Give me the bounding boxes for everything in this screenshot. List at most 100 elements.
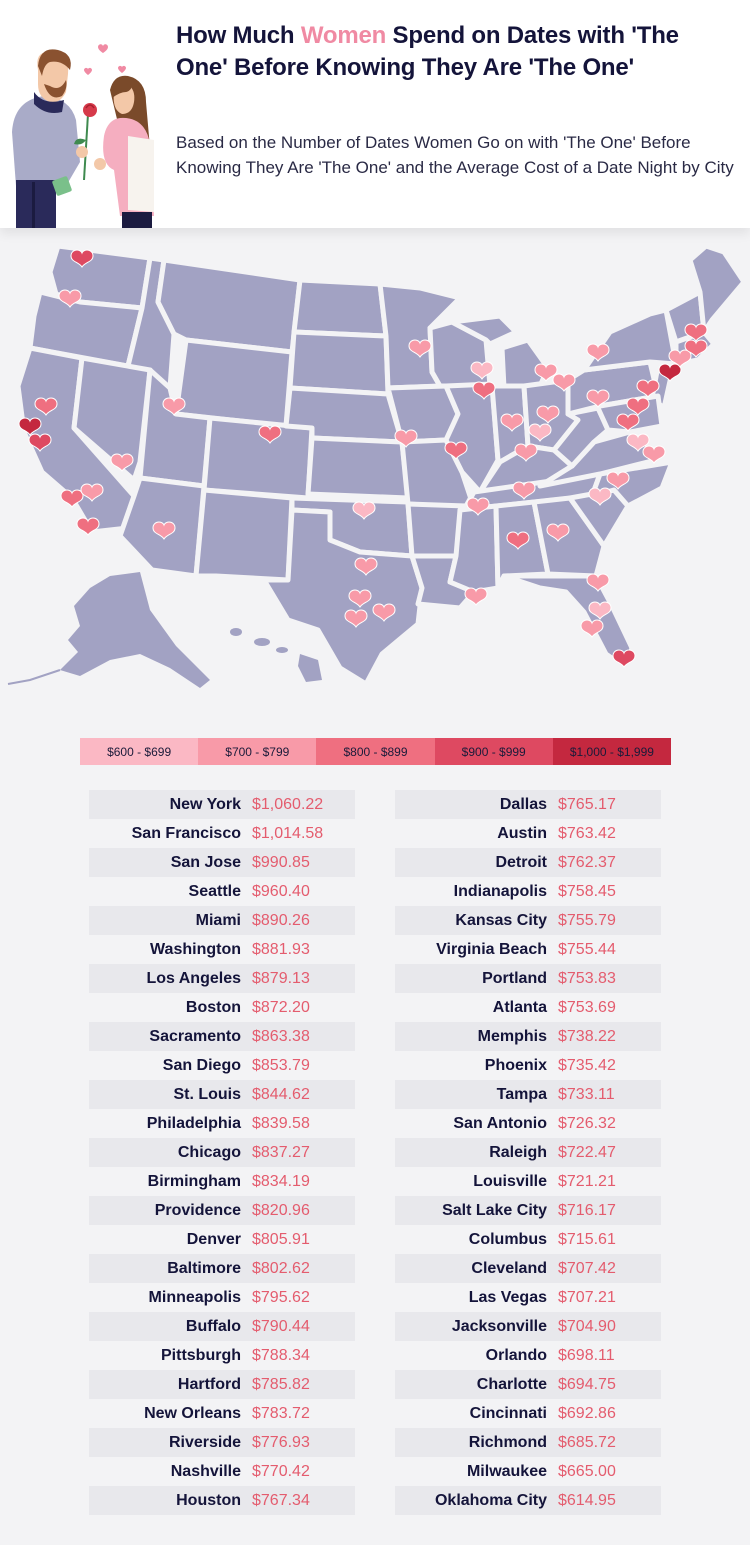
- date-cost: $990.85: [252, 853, 310, 871]
- date-cost: $758.45: [558, 882, 616, 900]
- date-cost: $698.11: [558, 1346, 615, 1364]
- table-row: Milwaukee $665.00: [395, 1457, 661, 1486]
- table-row: Phoenix $735.42: [395, 1051, 661, 1080]
- city-name: Atlanta: [492, 998, 547, 1016]
- city-name: Providence: [154, 1201, 241, 1219]
- date-cost: $872.20: [252, 998, 310, 1016]
- city-name: Birmingham: [147, 1172, 241, 1190]
- table-row: Charlotte $694.75: [395, 1370, 661, 1399]
- table-row: Minneapolis $795.62: [89, 1283, 355, 1312]
- table-row: Orlando $698.11: [395, 1341, 661, 1370]
- state-south-dakota: [287, 329, 391, 397]
- table-row: San Diego $853.79: [89, 1051, 355, 1080]
- legend-item: $800 - $899: [316, 738, 435, 765]
- date-cost: $726.32: [558, 1114, 616, 1132]
- state-mississippi: [447, 503, 501, 595]
- table-row: Philadelphia $839.58: [89, 1109, 355, 1138]
- date-cost: $755.44: [558, 940, 616, 958]
- city-name: Columbus: [468, 1230, 547, 1248]
- city-name: Cincinnati: [469, 1404, 547, 1422]
- date-cost: $834.19: [252, 1172, 310, 1190]
- table-row: Birmingham $834.19: [89, 1167, 355, 1196]
- date-cost: $783.72: [252, 1404, 310, 1422]
- table-row: Cincinnati $692.86: [395, 1399, 661, 1428]
- table-row: Riverside $776.93: [89, 1428, 355, 1457]
- date-cost: $692.86: [558, 1404, 616, 1422]
- state-texas: [261, 507, 425, 687]
- date-cost: $704.90: [558, 1317, 616, 1335]
- city-name: Riverside: [168, 1433, 241, 1451]
- city-name: Boston: [185, 998, 241, 1016]
- table-row: San Antonio $726.32: [395, 1109, 661, 1138]
- city-name: New Orleans: [144, 1404, 241, 1422]
- table-row: New York $1,060.22: [89, 790, 355, 819]
- state-nevada: [71, 355, 153, 483]
- city-name: Detroit: [495, 853, 547, 871]
- date-cost: $844.62: [252, 1085, 310, 1103]
- state-kansas: [305, 435, 411, 501]
- date-cost: $665.00: [558, 1462, 616, 1480]
- date-cost: $721.21: [558, 1172, 616, 1190]
- date-cost: $863.38: [252, 1027, 310, 1045]
- city-name: San Jose: [170, 853, 241, 871]
- city-name: Milwaukee: [466, 1462, 547, 1480]
- date-cost: $879.13: [252, 969, 310, 987]
- table-row: Louisville $721.21: [395, 1167, 661, 1196]
- table-row: Baltimore $802.62: [89, 1254, 355, 1283]
- heart-icon: [464, 587, 488, 606]
- city-name: New York: [169, 795, 241, 813]
- city-name: Nashville: [170, 1462, 241, 1480]
- table-row: Seattle $960.40: [89, 877, 355, 906]
- table-row: Sacramento $863.38: [89, 1022, 355, 1051]
- heart-icon: [612, 649, 636, 668]
- state-new-mexico: [193, 487, 295, 583]
- city-name: San Antonio: [453, 1114, 547, 1132]
- city-name: Richmond: [468, 1433, 547, 1451]
- ranking-table-left: New York $1,060.22 San Francisco $1,014.58 S…: [89, 790, 355, 1515]
- date-cost: $960.40: [252, 882, 310, 900]
- legend-item: $700 - $799: [198, 738, 317, 765]
- date-cost: $820.96: [252, 1201, 310, 1219]
- title-highlight: Women: [300, 22, 387, 49]
- table-row: Columbus $715.61: [395, 1225, 661, 1254]
- state-missouri: [399, 437, 477, 511]
- date-cost: $805.91: [252, 1230, 310, 1248]
- date-cost: $839.58: [252, 1114, 310, 1132]
- legend-item: $600 - $699: [80, 738, 199, 765]
- city-name: Miami: [195, 911, 241, 929]
- city-name: Pittsburgh: [161, 1346, 241, 1364]
- date-cost: $881.93: [252, 940, 310, 958]
- table-row: Indianapolis $758.45: [395, 877, 661, 906]
- table-row: Pittsburgh $788.34: [89, 1341, 355, 1370]
- date-cost: $765.17: [558, 795, 616, 813]
- state-georgia: [531, 495, 607, 579]
- table-row: Atlanta $753.69: [395, 993, 661, 1022]
- city-name: Hartford: [177, 1375, 241, 1393]
- couple-with-rose-illustration: [12, 44, 154, 228]
- city-name: Cleveland: [471, 1259, 547, 1277]
- date-cost: $776.93: [252, 1433, 310, 1451]
- city-name: Baltimore: [167, 1259, 241, 1277]
- table-row: Oklahoma City $614.95: [395, 1486, 661, 1515]
- city-name: Washington: [150, 940, 241, 958]
- city-name: San Francisco: [131, 824, 241, 842]
- table-row: Chicago $837.27: [89, 1138, 355, 1167]
- city-name: Los Angeles: [146, 969, 241, 987]
- table-row: Tampa $733.11: [395, 1080, 661, 1109]
- legend-item: $900 - $999: [434, 738, 553, 765]
- date-cost: $614.95: [558, 1491, 616, 1509]
- city-name: Louisville: [473, 1172, 547, 1190]
- date-cost: $735.42: [558, 1056, 616, 1074]
- city-name: Memphis: [477, 1027, 547, 1045]
- table-row: San Francisco $1,014.58: [89, 819, 355, 848]
- header: How Much Women Spend on Dates with 'The …: [0, 0, 750, 228]
- city-name: Philadelphia: [146, 1114, 241, 1132]
- table-row: Cleveland $707.42: [395, 1254, 661, 1283]
- us-map: [7, 243, 747, 688]
- date-cost: $795.62: [252, 1288, 310, 1306]
- date-cost: $853.79: [252, 1056, 310, 1074]
- date-cost: $790.44: [252, 1317, 310, 1335]
- table-row: Virginia Beach $755.44: [395, 935, 661, 964]
- city-name: Tampa: [496, 1085, 547, 1103]
- date-cost: $763.42: [558, 824, 616, 842]
